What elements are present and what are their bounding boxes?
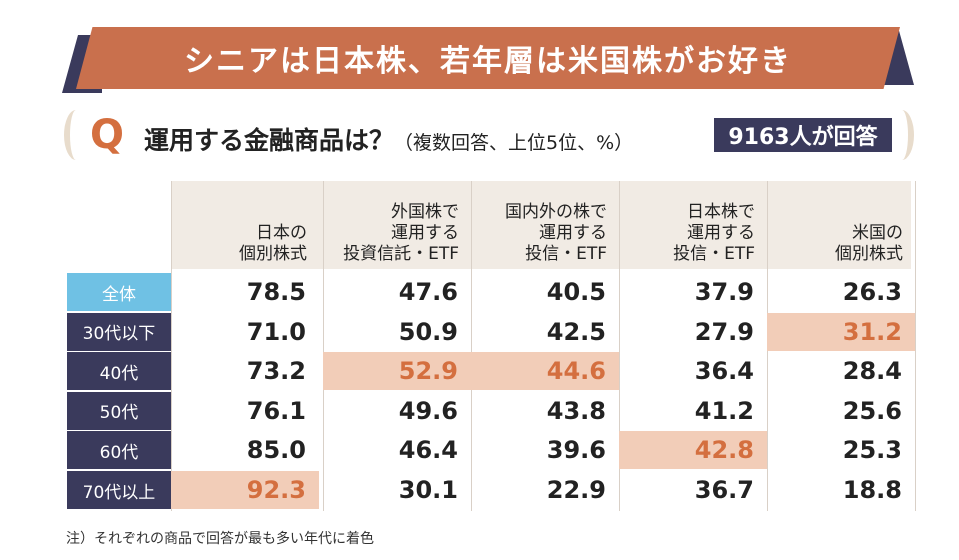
- bracket-left-icon: [64, 110, 88, 160]
- table-cell: 50.9: [398, 317, 458, 346]
- footnote: 注）それぞれの商品で回答が最も多い年代に着色: [66, 531, 374, 547]
- row-label: 40代: [67, 352, 171, 391]
- bracket-right-icon: [890, 110, 914, 160]
- header-background: [171, 181, 911, 269]
- column-header: 米国の 個別株式: [767, 181, 903, 269]
- table-cell: 42.5: [546, 317, 606, 346]
- row-label: 30代以下: [67, 312, 171, 351]
- table-cell: 78.5: [246, 278, 306, 306]
- table-cell: 26.3: [842, 278, 902, 306]
- question-main: 運用する金融商品は？: [144, 126, 395, 155]
- column-header-line: 運用する: [391, 223, 459, 243]
- column-header-line: 個別株式: [835, 244, 903, 264]
- table-cell: 71.0: [246, 317, 306, 346]
- table-cell: 25.3: [842, 436, 902, 465]
- table-cell: 49.6: [398, 396, 458, 425]
- row-label: 70代以上: [67, 471, 171, 509]
- column-header: 外国株で 運用する 投資信託・ETF: [323, 181, 459, 269]
- column-separator: [471, 181, 472, 511]
- table-cell: 22.9: [546, 476, 606, 504]
- title-banner: シニアは日本株、若年層は米国株がお好き: [62, 27, 914, 93]
- column-header-line: 運用する: [539, 223, 607, 243]
- table-cell: 39.6: [546, 436, 606, 465]
- table-cell: 92.3: [171, 471, 319, 509]
- table-cell: 25.6: [842, 396, 902, 425]
- question-text: 運用する金融商品は？（複数回答、上位5位、%）: [144, 121, 633, 157]
- column-header-line: 米国の: [852, 223, 903, 243]
- table-cell: 36.4: [694, 357, 754, 386]
- column-separator: [171, 181, 172, 511]
- column-header-line: 日本株で: [687, 202, 755, 222]
- question-letter: Q: [90, 112, 125, 158]
- table-cell: 28.4: [842, 357, 902, 386]
- column-header: 日本の 個別株式: [171, 181, 307, 269]
- row-label: 50代: [67, 391, 171, 430]
- page-title: シニアは日本株、若年層は米国株がお好き: [184, 44, 792, 79]
- table-cell: 42.8: [619, 431, 767, 470]
- respondents-badge: 9163人が回答: [714, 118, 892, 152]
- table-cell: 47.6: [398, 278, 458, 306]
- row-label: 全体: [67, 273, 171, 311]
- table-cell: 30.1: [398, 476, 458, 504]
- column-separator: [619, 181, 620, 511]
- table-cell: 18.8: [842, 476, 902, 504]
- table-cell: 40.5: [546, 278, 606, 306]
- column-separator: [915, 181, 916, 511]
- column-header-line: 投信・ETF: [673, 244, 755, 264]
- column-separator: [323, 181, 324, 511]
- table-cell: 85.0: [246, 436, 306, 465]
- table-cell: 31.2: [767, 312, 915, 351]
- table-cell: 43.8: [546, 396, 606, 425]
- column-header-line: 日本の: [256, 223, 307, 243]
- column-header-line: 国内外の株で: [505, 202, 607, 222]
- row-label: 60代: [67, 431, 171, 470]
- question-row: Q 運用する金融商品は？（複数回答、上位5位、%） 9163人が回答: [64, 110, 914, 160]
- table-cell: 46.4: [398, 436, 458, 465]
- table-cell: 73.2: [246, 357, 306, 386]
- column-header-line: 投資信託・ETF: [343, 244, 459, 264]
- column-header: 国内外の株で 運用する 投信・ETF: [471, 181, 607, 269]
- banner-body: シニアは日本株、若年層は米国株がお好き: [76, 27, 900, 89]
- table-cell: 41.2: [694, 396, 754, 425]
- table-cell: 27.9: [694, 317, 754, 346]
- column-header-line: 運用する: [687, 223, 755, 243]
- table-cell: 52.9: [323, 352, 471, 391]
- table-cell: 76.1: [246, 396, 306, 425]
- column-header-line: 投信・ETF: [525, 244, 607, 264]
- column-header: 日本株で 運用する 投信・ETF: [619, 181, 755, 269]
- table-cell: 36.7: [694, 476, 754, 504]
- table-cell: 37.9: [694, 278, 754, 306]
- column-header-line: 個別株式: [239, 244, 307, 264]
- table-cell: 44.6: [471, 352, 619, 391]
- question-note: （複数回答、上位5位、%）: [394, 132, 634, 154]
- column-header-line: 外国株で: [391, 202, 459, 222]
